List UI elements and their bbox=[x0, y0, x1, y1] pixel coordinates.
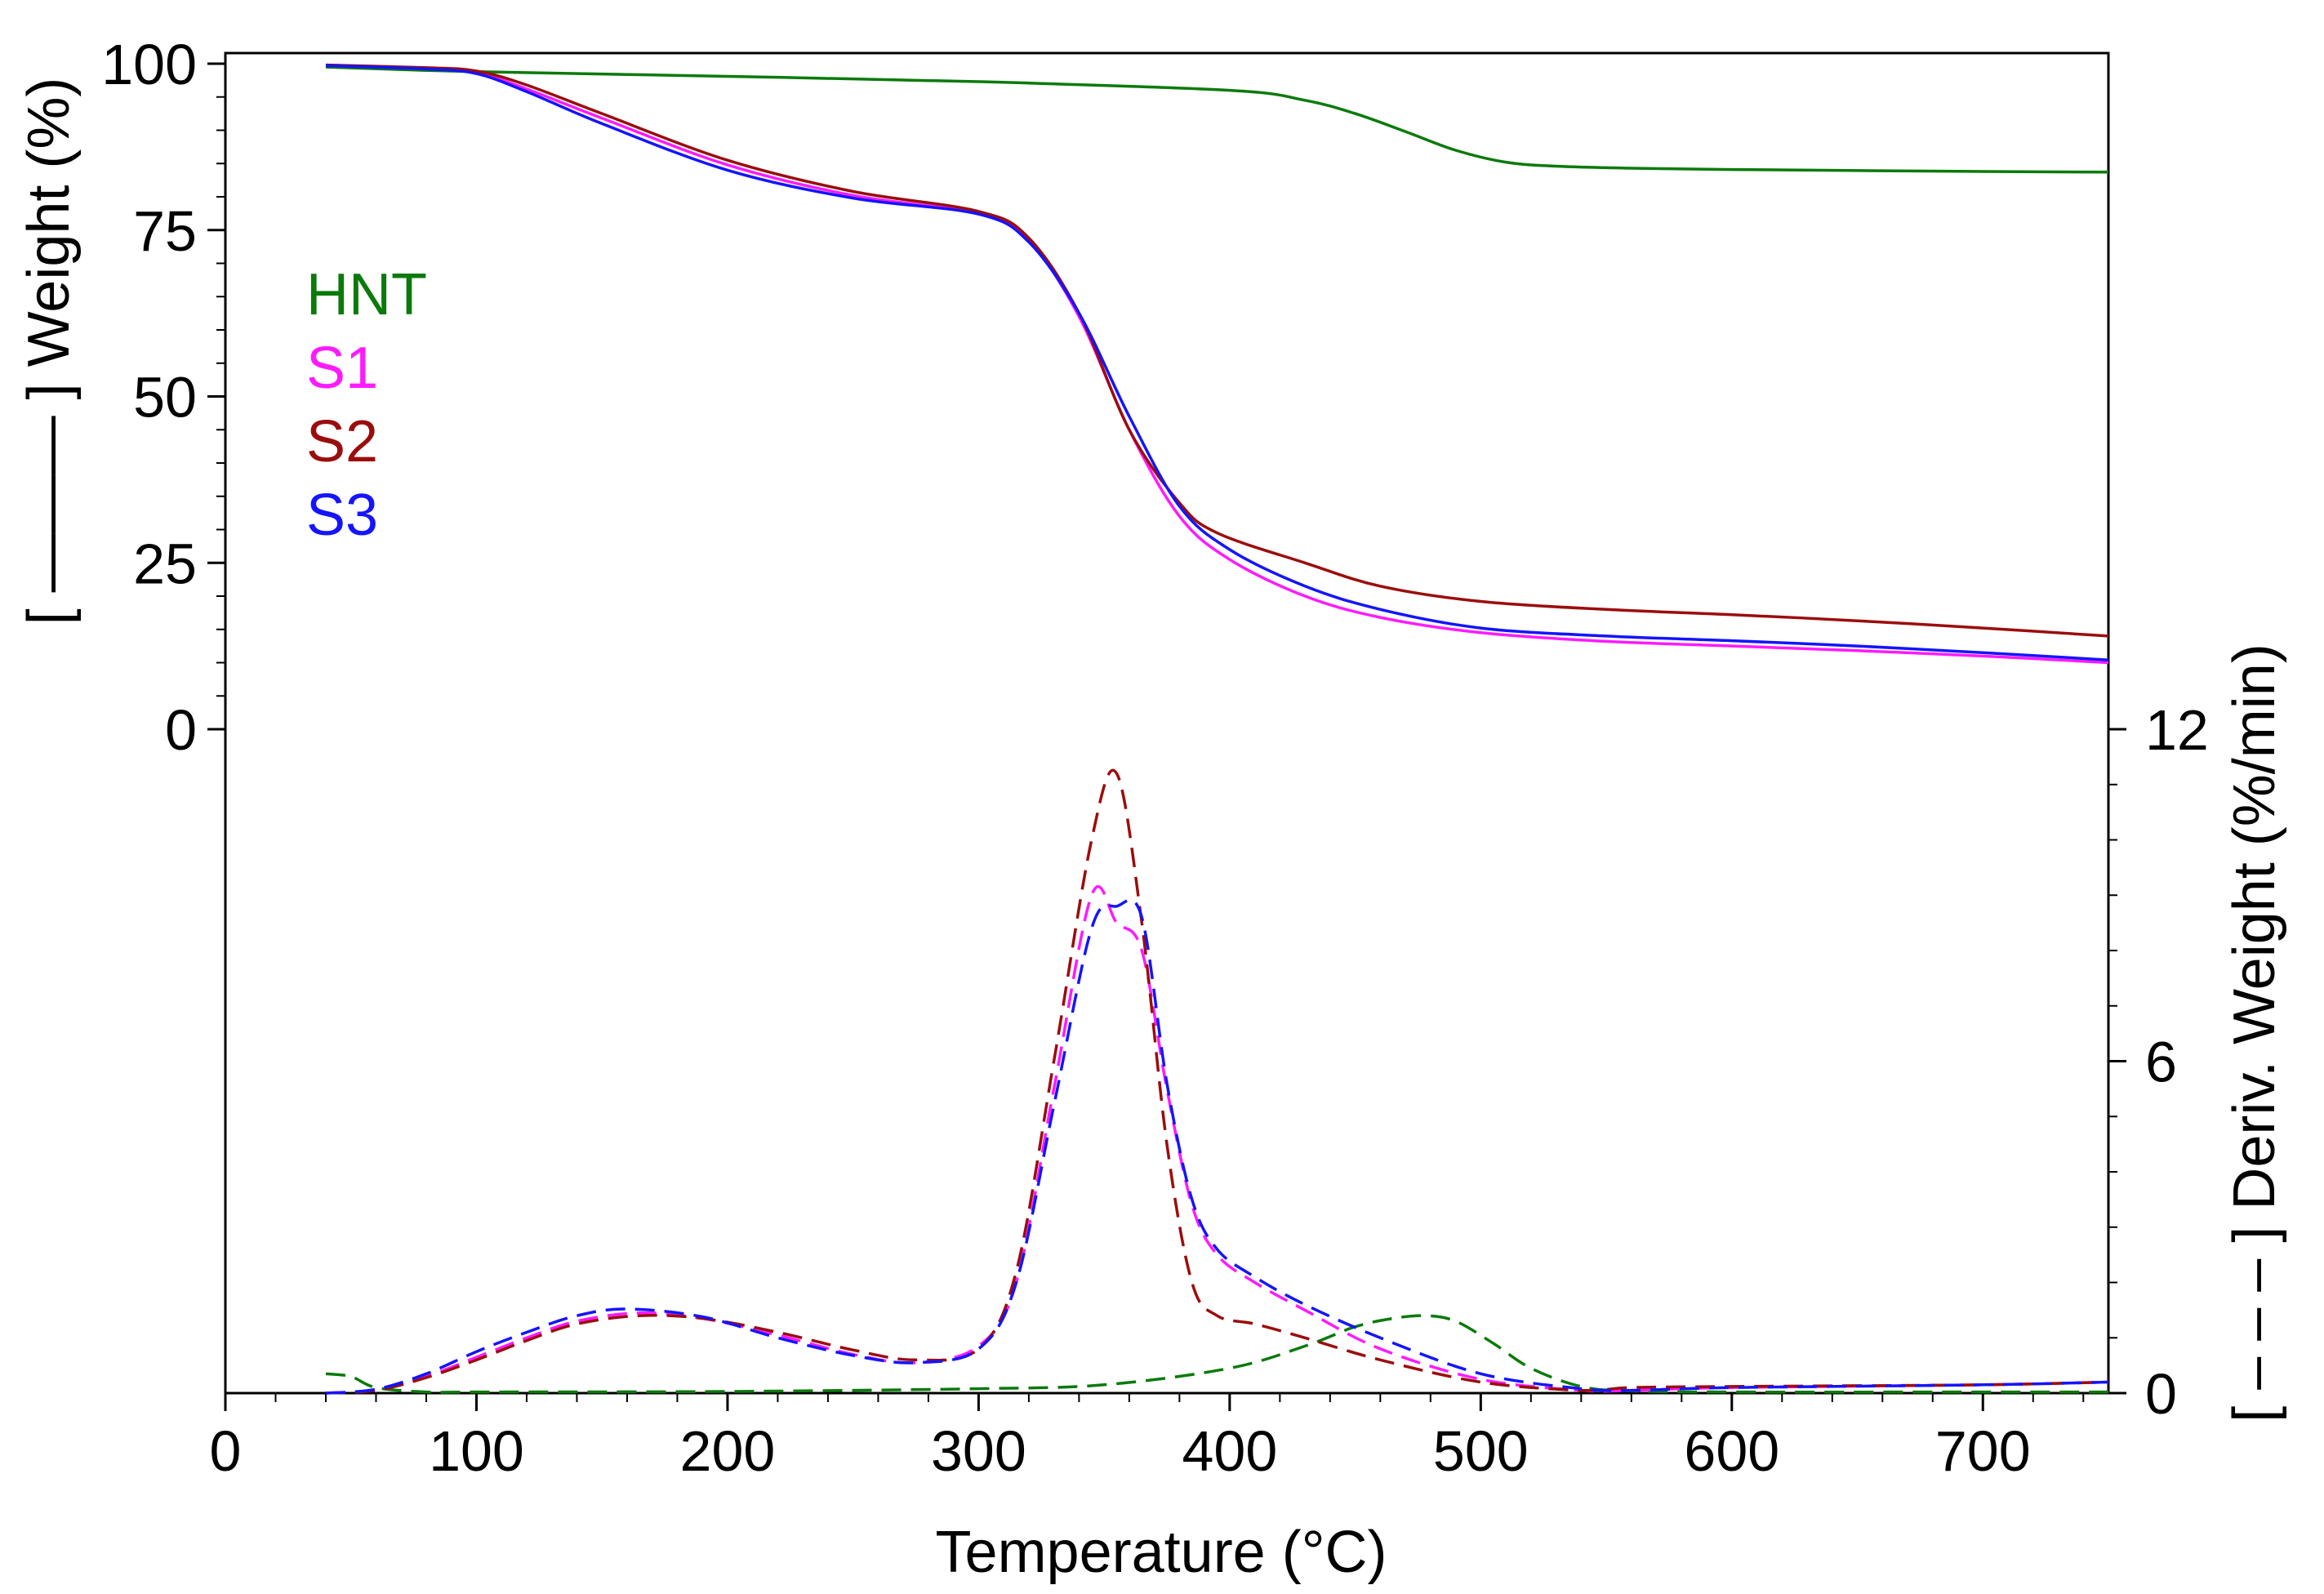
x-tick-label: 400 bbox=[1182, 1419, 1277, 1483]
weight-tick-label: 0 bbox=[165, 698, 197, 762]
legend-entry-s1: S1 bbox=[306, 336, 378, 401]
plot-frame bbox=[224, 51, 2110, 1395]
left-axis-title: [ ——— ] Weight (%) bbox=[16, 78, 82, 626]
deriv-tick-label: 0 bbox=[2145, 1362, 2177, 1426]
series-s2-derivative-line bbox=[325, 768, 2109, 1395]
x-axis-title: Temperature (°C) bbox=[936, 1520, 1387, 1585]
series-hnt-weight-line bbox=[325, 65, 2109, 174]
weight-tick-label: 75 bbox=[133, 199, 197, 263]
series-s2-weight-line bbox=[325, 63, 2109, 638]
series-s3-weight-line bbox=[325, 64, 2109, 661]
x-tick-label: 700 bbox=[1935, 1419, 2031, 1483]
series-s3-derivative-line bbox=[325, 898, 2109, 1395]
weight-tick-label: 100 bbox=[101, 33, 197, 96]
deriv-tick-label: 12 bbox=[2145, 698, 2209, 762]
series-hnt-derivative-line bbox=[325, 1314, 2108, 1394]
x-tick-label: 300 bbox=[931, 1419, 1026, 1483]
x-tick-label: 100 bbox=[429, 1419, 524, 1483]
legend-entry-s3: S3 bbox=[306, 483, 378, 548]
series-s1-weight-line bbox=[325, 63, 2109, 665]
axis-ticks: 0 100 200 300 400 500 600 700 0 25 50 75 100 0 6 12 bbox=[101, 33, 2209, 1483]
weight-tick-label: 50 bbox=[133, 366, 197, 430]
weight-tick-label: 25 bbox=[133, 532, 197, 595]
axis-labels: Temperature (°C) [ ——— ] Weight (%) [ – … bbox=[16, 78, 2287, 1585]
legend-entry-s2: S2 bbox=[306, 409, 378, 474]
x-tick-label: 600 bbox=[1684, 1419, 1779, 1483]
x-tick-label: 500 bbox=[1433, 1419, 1529, 1483]
series-layer bbox=[325, 63, 2109, 1395]
plot-border bbox=[224, 51, 2110, 1395]
right-axis-title: [ – – – ] Deriv. Weight (%/min) bbox=[2222, 643, 2287, 1423]
legend-entry-hnt: HNT bbox=[306, 262, 427, 327]
deriv-tick-label: 6 bbox=[2145, 1031, 2177, 1094]
x-tick-label: 200 bbox=[680, 1419, 776, 1483]
x-tick-label: 0 bbox=[210, 1419, 242, 1483]
legend: HNT S1 S2 S3 bbox=[306, 262, 427, 548]
